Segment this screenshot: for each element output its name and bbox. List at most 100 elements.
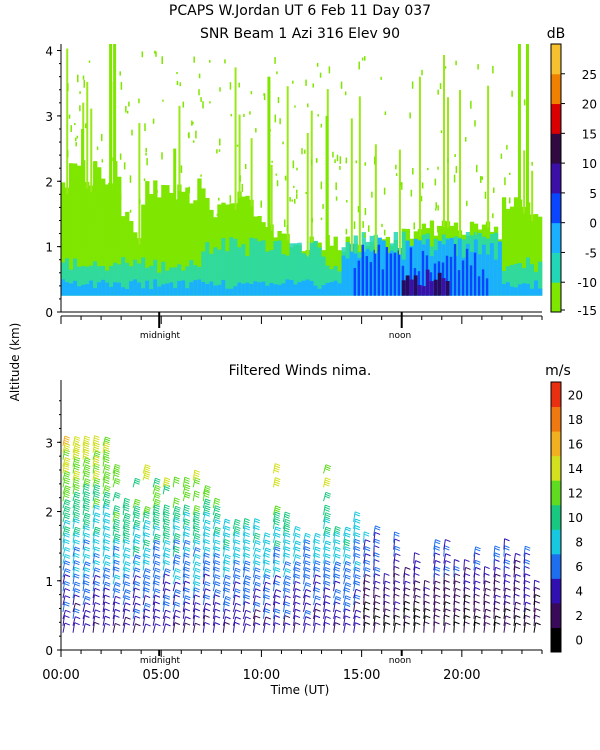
wind-barb-flag — [254, 562, 261, 566]
wind-barb — [493, 615, 497, 626]
wind-barb-flag — [113, 515, 120, 519]
wind-barb-flag — [74, 465, 80, 469]
wind-barb-flag — [315, 560, 321, 564]
wind-barb-flag — [354, 534, 361, 538]
wind-barb-flag — [135, 623, 141, 627]
wind-barb — [503, 615, 507, 626]
snr-cell — [465, 248, 469, 296]
wind-barb — [493, 622, 496, 633]
wind-barb-flag — [415, 587, 421, 591]
snr-speckle — [229, 82, 232, 90]
snr-colorbar-tick-label: -15 — [577, 304, 597, 318]
snr-speckle — [202, 101, 204, 109]
snr-cell — [133, 259, 138, 296]
wind-barb-flag — [84, 548, 90, 552]
wind-barb-flag — [64, 622, 71, 626]
wind-barb-flag — [394, 580, 401, 584]
snr-speckle — [374, 156, 376, 165]
wind-barb-flag — [104, 546, 110, 549]
wind-barb-flag — [93, 439, 100, 443]
wind-barb-flag — [214, 568, 220, 572]
snr-cell — [185, 266, 190, 296]
wind-barb-flag — [195, 602, 201, 606]
snr-speckle — [94, 179, 96, 188]
wind-barb — [303, 560, 306, 571]
wind-barb-flag — [184, 488, 190, 492]
wind-barb — [242, 532, 246, 543]
wind-barb-flag — [174, 478, 180, 482]
wind-barb-flag — [144, 608, 151, 612]
wind-barb-flag — [345, 584, 351, 588]
wind-barb — [473, 615, 477, 626]
snr-cell — [509, 264, 515, 296]
wind-barb-flag — [224, 587, 231, 591]
wind-barb-flag — [495, 587, 501, 591]
wind-barb-flag — [434, 573, 440, 576]
wind-barb-flag — [63, 447, 70, 450]
wind-barb-flag — [295, 563, 301, 567]
snr-cell — [417, 271, 421, 296]
wind-barb-flag — [314, 552, 321, 556]
wind-barb-flag — [104, 583, 111, 587]
wind-barb-flag — [64, 530, 70, 534]
wind-barb-flag — [105, 485, 111, 488]
wind-barb-flag — [164, 559, 171, 563]
wind-barb-flag — [273, 483, 280, 487]
wind-barb-flag — [144, 581, 151, 585]
wind-barb — [212, 498, 216, 509]
snr-cell — [453, 244, 457, 296]
wind-barb-flag — [494, 607, 500, 611]
wind-barb — [112, 546, 115, 557]
wind-barb — [473, 587, 476, 599]
wind-barb-flag — [175, 568, 181, 572]
snr-cell — [497, 241, 503, 296]
snr-cell — [405, 240, 411, 296]
wind-barb — [353, 580, 356, 592]
wind-barb-flag — [365, 567, 371, 570]
wind-barb — [202, 490, 206, 502]
wind-barb-flag — [155, 553, 161, 557]
wind-barb-flag — [445, 608, 451, 612]
wind-barb-flag — [524, 594, 531, 597]
wind-barb — [82, 484, 86, 495]
snr-speckle — [172, 218, 175, 224]
wind-barb-flag — [134, 541, 140, 545]
snr-cell — [385, 247, 389, 296]
wind-barb-flag — [194, 555, 201, 559]
wind-barb-flag — [315, 608, 321, 612]
wind-barb — [413, 595, 417, 606]
wind-barb — [282, 568, 287, 578]
wind-barb — [92, 518, 96, 529]
wind-barb — [313, 574, 317, 585]
wind-barb-flag — [354, 538, 361, 542]
wind-barb — [172, 506, 177, 516]
wind-barb-flag — [63, 495, 70, 499]
wind-barb-flag — [494, 559, 500, 562]
wind-barb-flag — [184, 589, 190, 593]
wind-barb — [112, 478, 116, 488]
wind-barb-flag — [264, 534, 270, 538]
wind-barb — [503, 538, 506, 550]
wind-barb — [112, 566, 115, 578]
wind-barb-flag — [104, 478, 110, 482]
snr-cell — [313, 240, 318, 296]
wind-barb-flag — [193, 494, 200, 498]
wind-barb-flag — [394, 533, 400, 537]
wind-barb-flag — [73, 610, 80, 614]
wind-barb-flag — [174, 507, 181, 511]
wind-barb-flag — [94, 465, 100, 469]
wind-barb — [232, 532, 236, 543]
wind-x-tick-label: 10:00 — [243, 668, 280, 683]
wind-barb-flag — [84, 575, 90, 579]
wind-barb-flag — [304, 548, 310, 552]
wind-barb — [192, 518, 196, 529]
wind-barb-flag — [94, 534, 100, 538]
wind-barb — [182, 553, 186, 564]
wind-barb — [333, 553, 337, 564]
wind-barb — [92, 560, 96, 571]
wind-barb — [162, 511, 166, 522]
wind-barb-flag — [204, 490, 210, 494]
snr-speckle — [284, 175, 287, 181]
wind-barb — [92, 477, 96, 488]
wind-barb-flag — [184, 478, 190, 482]
